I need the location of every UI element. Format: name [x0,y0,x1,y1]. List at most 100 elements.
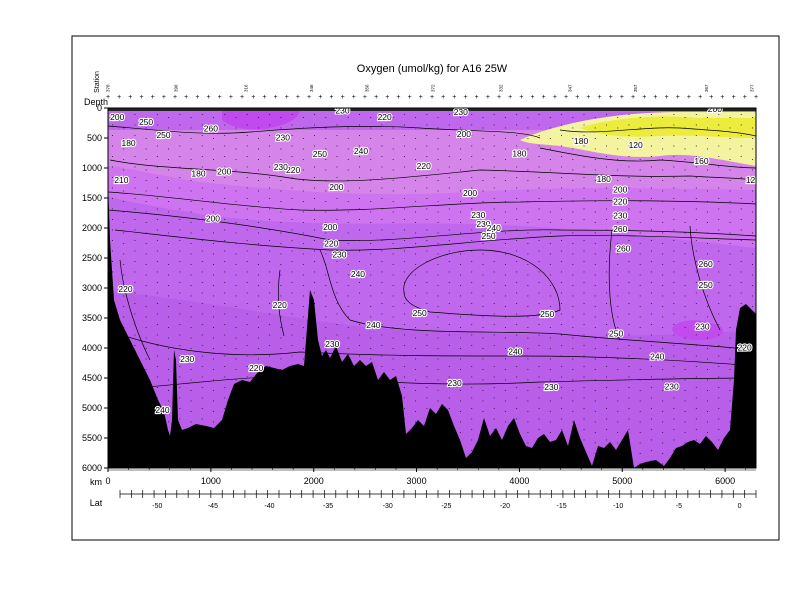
sample-dot [561,387,563,388]
sample-dot [752,201,753,202]
contour-value-label: 240 [650,351,664,361]
sample-dot [695,114,697,115]
sample-dot [684,400,686,402]
sample-dot [493,429,495,430]
station-marker: + [195,94,199,101]
sample-dot [695,292,697,294]
sample-dot [370,148,372,150]
sample-dot [662,138,664,139]
sample-dot [471,177,473,178]
sample-dot [415,169,417,171]
station-marker: + [497,94,501,101]
sample-dot [112,135,113,136]
sample-dot [718,135,720,136]
sample-dot [325,211,327,213]
sample-dot [437,243,439,244]
sample-dot [359,208,360,210]
sample-dot [594,295,596,297]
sample-dot [493,145,495,147]
sample-dot [336,124,338,126]
station-marker: + [117,94,121,101]
sample-dot [482,264,484,265]
sample-dot [415,253,417,255]
contour-value-label: 240 [487,223,501,233]
sample-dot [538,271,540,273]
sample-dot [224,376,226,378]
sample-dot [617,201,619,202]
sample-dot [213,379,214,381]
sample-dot [156,334,158,336]
contour-value-label: 200 [110,112,124,122]
sample-dot [628,387,630,388]
sample-dot [471,366,473,367]
sample-dot [527,390,529,391]
sample-dot [302,264,304,265]
sample-dot [213,358,214,360]
sample-dot [538,187,540,189]
sample-dot [684,264,686,265]
sample-dot [504,327,506,328]
sample-dot [673,219,675,220]
station-marker: + [542,94,546,101]
sample-dot [437,348,439,349]
sample-dot [729,327,731,328]
sample-dot [650,124,652,126]
sample-dot [269,313,271,315]
sample-dot [403,408,405,409]
sample-dot [650,313,652,315]
sample-dot [583,324,585,325]
contour-value-label: 250 [313,149,327,159]
sample-dot [235,369,237,370]
sample-dot [662,400,664,402]
depth-axis: 0500100015002000250030003500400045005000… [82,103,108,473]
sample-dot [594,442,596,444]
sample-dot [246,240,248,241]
sample-dot [190,201,192,202]
sample-dot [190,337,192,339]
sample-dot [415,369,417,370]
depth-tick-label: 3000 [82,283,102,293]
sample-dot [673,198,675,199]
sample-dot [707,421,708,423]
sample-dot [707,295,708,297]
sample-dot [650,408,652,409]
sample-dot [426,376,428,378]
sample-dot [190,358,192,360]
sample-dot [302,180,304,181]
sample-dot [695,429,697,430]
sample-dot [359,145,360,147]
sample-dot [549,201,551,202]
sample-dot [168,337,170,339]
sample-dot [639,421,641,423]
sample-dot [145,253,147,255]
sample-dot [134,292,136,294]
sample-dot [347,243,349,244]
sample-dot [538,250,540,252]
sample-dot [179,124,181,126]
sample-dot [549,421,551,423]
sample-dot [752,295,753,297]
sample-dot [583,355,585,357]
sample-dot [572,190,574,192]
contour-value-label: 220 [273,300,287,310]
station-marker: + [363,94,367,101]
sample-dot [639,232,641,234]
contour-value-label: 250 [609,329,623,339]
sample-dot [561,135,563,136]
sample-dot [269,135,271,136]
sample-dot [740,114,742,115]
sample-dot [359,135,360,136]
sample-dot [740,303,742,304]
sample-dot [403,187,405,189]
sample-dot [482,148,484,150]
station-marker: + [687,94,691,101]
sample-dot [336,313,338,315]
sample-dot [448,219,450,220]
sample-dot [673,313,675,315]
sample-dot [325,180,327,181]
sample-dot [718,240,720,241]
sample-dot [246,292,248,294]
sample-dot [752,159,753,160]
latitude-tick-label: -30 [383,503,393,510]
sample-dot [493,355,495,357]
